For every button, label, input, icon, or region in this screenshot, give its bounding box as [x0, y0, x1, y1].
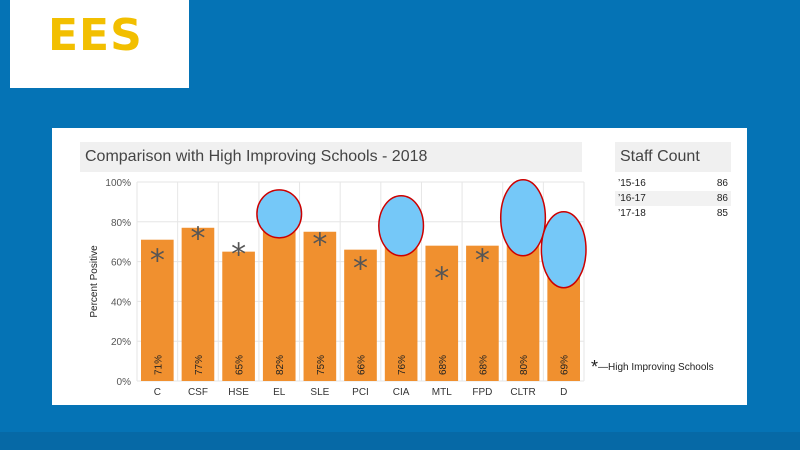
staff-count: 86 [716, 178, 728, 189]
staff-row: ’16-17 86 [615, 191, 731, 206]
bar [181, 227, 215, 381]
y-tick-label: 20% [111, 337, 131, 348]
bar [344, 249, 377, 381]
bar-value-label: 77% [194, 355, 205, 375]
x-tick-label: HSE [228, 387, 249, 398]
y-tick-label: 40% [111, 297, 131, 308]
y-tick-label: 80% [111, 218, 131, 229]
x-tick-label: CLTR [510, 387, 535, 398]
staff-row: ’15-16 86 [615, 176, 731, 191]
high-improving-marker: * [231, 238, 246, 273]
y-tick-label: 60% [111, 258, 131, 269]
bar-chart: 0% 20% 40% 60% 80% 100% Percent Positive 71% C * 7… [89, 178, 587, 398]
staff-row: ’17-18 85 [615, 206, 731, 221]
x-tick-label: D [560, 387, 567, 398]
staff-count: 85 [716, 208, 728, 219]
staff-year: ’17-18 [618, 208, 646, 219]
x-tick-label: SLE [310, 387, 329, 398]
y-tick-label: 100% [105, 178, 131, 189]
x-tick-label: PCI [352, 387, 369, 398]
bar [141, 239, 174, 381]
x-tick-label: CSF [188, 387, 208, 398]
bar-value-label: 80% [519, 355, 530, 375]
staff-year: ’16-17 [615, 191, 692, 206]
highlight-ellipse [499, 179, 547, 257]
bar-value-label: 69% [560, 355, 571, 375]
bar [425, 245, 459, 381]
high-improving-marker: * [190, 222, 205, 257]
staff-year: ’15-16 [618, 178, 646, 189]
highlight-ellipse [540, 210, 587, 289]
bar-value-label: 68% [438, 355, 449, 375]
x-tick-label: MTL [432, 387, 452, 398]
chart-panel: Comparison with High Improving Schools -… [52, 128, 747, 405]
high-improving-marker: * [312, 228, 327, 263]
high-improving-marker: * [434, 262, 449, 297]
staff-count-table: ’15-16 86 ’16-17 86 ’17-18 85 [615, 176, 731, 221]
x-tick-label: C [154, 387, 161, 398]
bar-value-label: 75% [316, 355, 327, 375]
bar-value-label: 66% [357, 355, 368, 375]
chart-title: Comparison with High Improving Schools -… [80, 142, 582, 172]
highlight-ellipse [256, 189, 303, 239]
y-axis-label: Percent Positive [89, 245, 100, 318]
high-improving-marker: * [475, 244, 490, 279]
bar [303, 231, 337, 381]
x-tick-label: CIA [393, 387, 410, 398]
high-improving-marker: * [353, 252, 368, 287]
logo: EES [48, 10, 143, 61]
staff-count: 86 [692, 191, 731, 206]
highlight-ellipse [378, 195, 425, 257]
bar-value-label: 68% [478, 355, 489, 375]
legend: *—High Improving Schools [591, 357, 714, 378]
bar-value-label: 65% [235, 355, 246, 375]
bar [262, 217, 296, 381]
legend-text: —High Improving Schools [598, 362, 714, 373]
x-tick-label: FPD [472, 387, 492, 398]
high-improving-marker: * [150, 244, 165, 279]
logo-box: EES [10, 0, 189, 88]
bar-value-label: 76% [397, 355, 408, 375]
y-tick-label: 0% [117, 377, 132, 388]
bottom-bar [0, 432, 800, 450]
bar [466, 245, 499, 381]
asterisk-icon: * [591, 357, 599, 377]
x-tick-label: EL [273, 387, 286, 398]
bar-value-label: 82% [275, 355, 286, 375]
bar [222, 251, 255, 381]
bar-value-label: 71% [153, 355, 164, 375]
staff-count-title: Staff Count [615, 142, 731, 172]
